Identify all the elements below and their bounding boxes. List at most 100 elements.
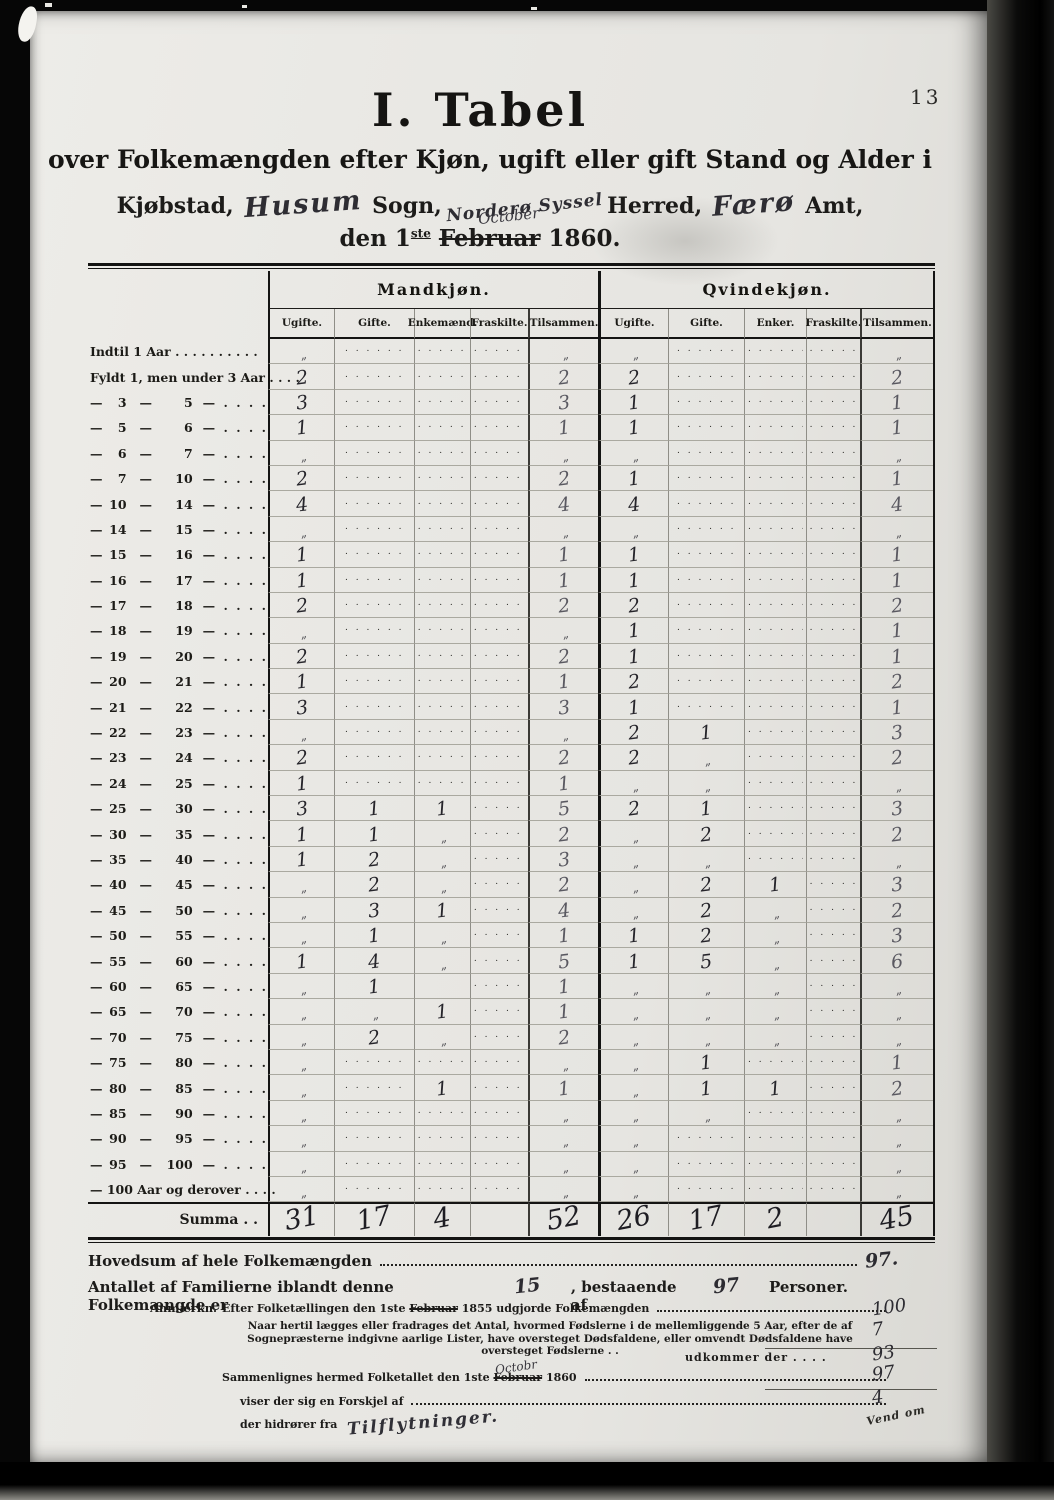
table-cell: . . . . . . (668, 516, 744, 543)
dotted-line: . . . . . . (677, 1156, 736, 1167)
dotted-line: . . . . . . (345, 699, 404, 710)
table-cell: . . . . . . (414, 1176, 470, 1203)
row-label-dash: — (139, 420, 152, 436)
table-cell: . . . . . . (334, 1075, 414, 1101)
ditto-mark: „ (771, 906, 782, 922)
ditto-mark: „ (298, 1109, 308, 1125)
familie-line: Antallet af Familierne iblandt denne Fol… (88, 1274, 848, 1314)
row-label: Fyldt 1, men under 3 Aar . . . . (90, 369, 300, 385)
handwritten-value: 2 (294, 645, 310, 669)
handwritten-value: 4 (367, 949, 382, 974)
table-cell: . . . . . . (744, 1151, 806, 1177)
row-label-tail: — . . . . (202, 521, 268, 537)
table-cell: . . . . . . (470, 694, 528, 720)
column-header: Gifte. (334, 309, 414, 339)
dotted-line: . . . . . . (748, 394, 803, 405)
row-label-dash: — (90, 547, 103, 563)
table-cell: . . . . . . (414, 491, 470, 517)
table-cell: . . . . . . (414, 745, 470, 771)
hidrorer-handwritten-value: Tilflytninger. (346, 1406, 501, 1440)
dotted-line: . . . . . . (809, 953, 858, 964)
scan-bottom-edge (0, 1462, 1054, 1500)
age-to: 55 (175, 928, 193, 944)
table-cell: „ (528, 1049, 598, 1076)
row-label: — 30 — 35 — . . . . (88, 821, 268, 846)
dotted-leader (657, 1310, 886, 1312)
dotted-line: . . . . . . (473, 674, 525, 685)
handwritten-value: 1 (556, 416, 572, 441)
dotted-line: . . . . . . (417, 445, 468, 456)
row-label: — 35 — 40 — . . . . (88, 847, 268, 872)
dotted-line: . . . . . . (417, 344, 468, 355)
handwritten-value: 1 (435, 797, 450, 821)
table-cell: . . . . . . (668, 465, 744, 492)
age-from: 24 (109, 775, 127, 791)
row-label-tail: — . . . . (202, 1156, 268, 1172)
age-from: 40 (109, 877, 127, 893)
saml-value: 97 (870, 1361, 897, 1386)
ditto-mark: „ (298, 1058, 308, 1074)
handwritten-value: 2 (699, 822, 714, 847)
ditto-mark: „ (560, 1058, 570, 1074)
dotted-line: . . . . . . (345, 344, 404, 355)
table-cell: 2 (528, 872, 598, 898)
table-cell: . . . . . . (744, 1100, 806, 1127)
table-cell: 1 (598, 415, 668, 441)
dotted-line: . . . . . . (677, 420, 736, 431)
dotted-line: . . . . . . (345, 1055, 404, 1066)
table-cell: „ (268, 1100, 334, 1127)
table-cell: . . . . . . (806, 922, 860, 949)
ditto-mark: „ (702, 1109, 713, 1125)
ditto-mark: „ (298, 1033, 308, 1049)
dotted-line: . . . . . . (809, 1055, 858, 1066)
table-cell: „ (860, 440, 933, 466)
table-cell: . . . . . . (668, 440, 744, 466)
table-cell: 1 (860, 1049, 933, 1076)
table-cell: 2 (268, 465, 334, 492)
table-cell: . . . . . . (470, 339, 528, 365)
table-cell: „ (744, 999, 806, 1025)
ditto-mark: „ (702, 779, 713, 795)
table-cell: . . . . . . (414, 1151, 470, 1177)
table-cell: . . . . . . (470, 542, 528, 568)
age-from: 20 (109, 674, 127, 690)
table-cell: 2 (598, 364, 668, 390)
ditto-mark: „ (702, 1007, 713, 1023)
handwritten-value: 1 (294, 848, 310, 872)
row-label-tail: — . . . . (202, 902, 268, 918)
table-cell: 4 (528, 897, 598, 923)
udkommer-label: udkommer der . . . . (685, 1351, 827, 1364)
table-cell: . . . . . . (668, 415, 744, 441)
age-to: 45 (175, 877, 193, 893)
dotted-line: . . . . . . (417, 420, 468, 431)
handwritten-value: 2 (294, 467, 310, 491)
table-cell: „ (268, 922, 334, 949)
dotted-line: . . . . . . (345, 648, 404, 659)
ditto-mark: „ (438, 880, 449, 896)
table-cell: „ (268, 999, 334, 1025)
handwritten-value: 2 (890, 594, 905, 618)
handwritten-value: 2 (556, 746, 572, 771)
dotted-line: . . . . . . (473, 598, 525, 609)
dotted-line: . . . . . . (677, 496, 736, 507)
handwritten-value: 1 (627, 949, 642, 974)
dotted-line: . . . . . . (677, 648, 736, 659)
table-cell: . . . . . . (334, 618, 414, 644)
handwritten-value: 1 (367, 975, 382, 999)
table-cell: „ (598, 872, 668, 898)
table-cell: „ (268, 719, 334, 746)
hidrorer-label: der hidrører fra (240, 1418, 338, 1431)
row-label-tail: — . . . . (202, 1080, 268, 1096)
table-cell: . . . . . . (470, 897, 528, 923)
table-cell: 1 (744, 872, 806, 898)
row-label-dash: — (139, 826, 152, 842)
table-cell: . . . . . . (744, 796, 806, 822)
ditto-mark: „ (630, 855, 641, 871)
age-to: 10 (175, 471, 193, 487)
table-cell: . . . . . . (806, 770, 860, 797)
table-cell: 3 (268, 389, 334, 416)
handwritten-value: 2 (294, 594, 310, 618)
table-cell: „ (668, 999, 744, 1025)
dotted-line: . . . . . . (677, 394, 736, 405)
row-label-dash: — (139, 547, 152, 563)
